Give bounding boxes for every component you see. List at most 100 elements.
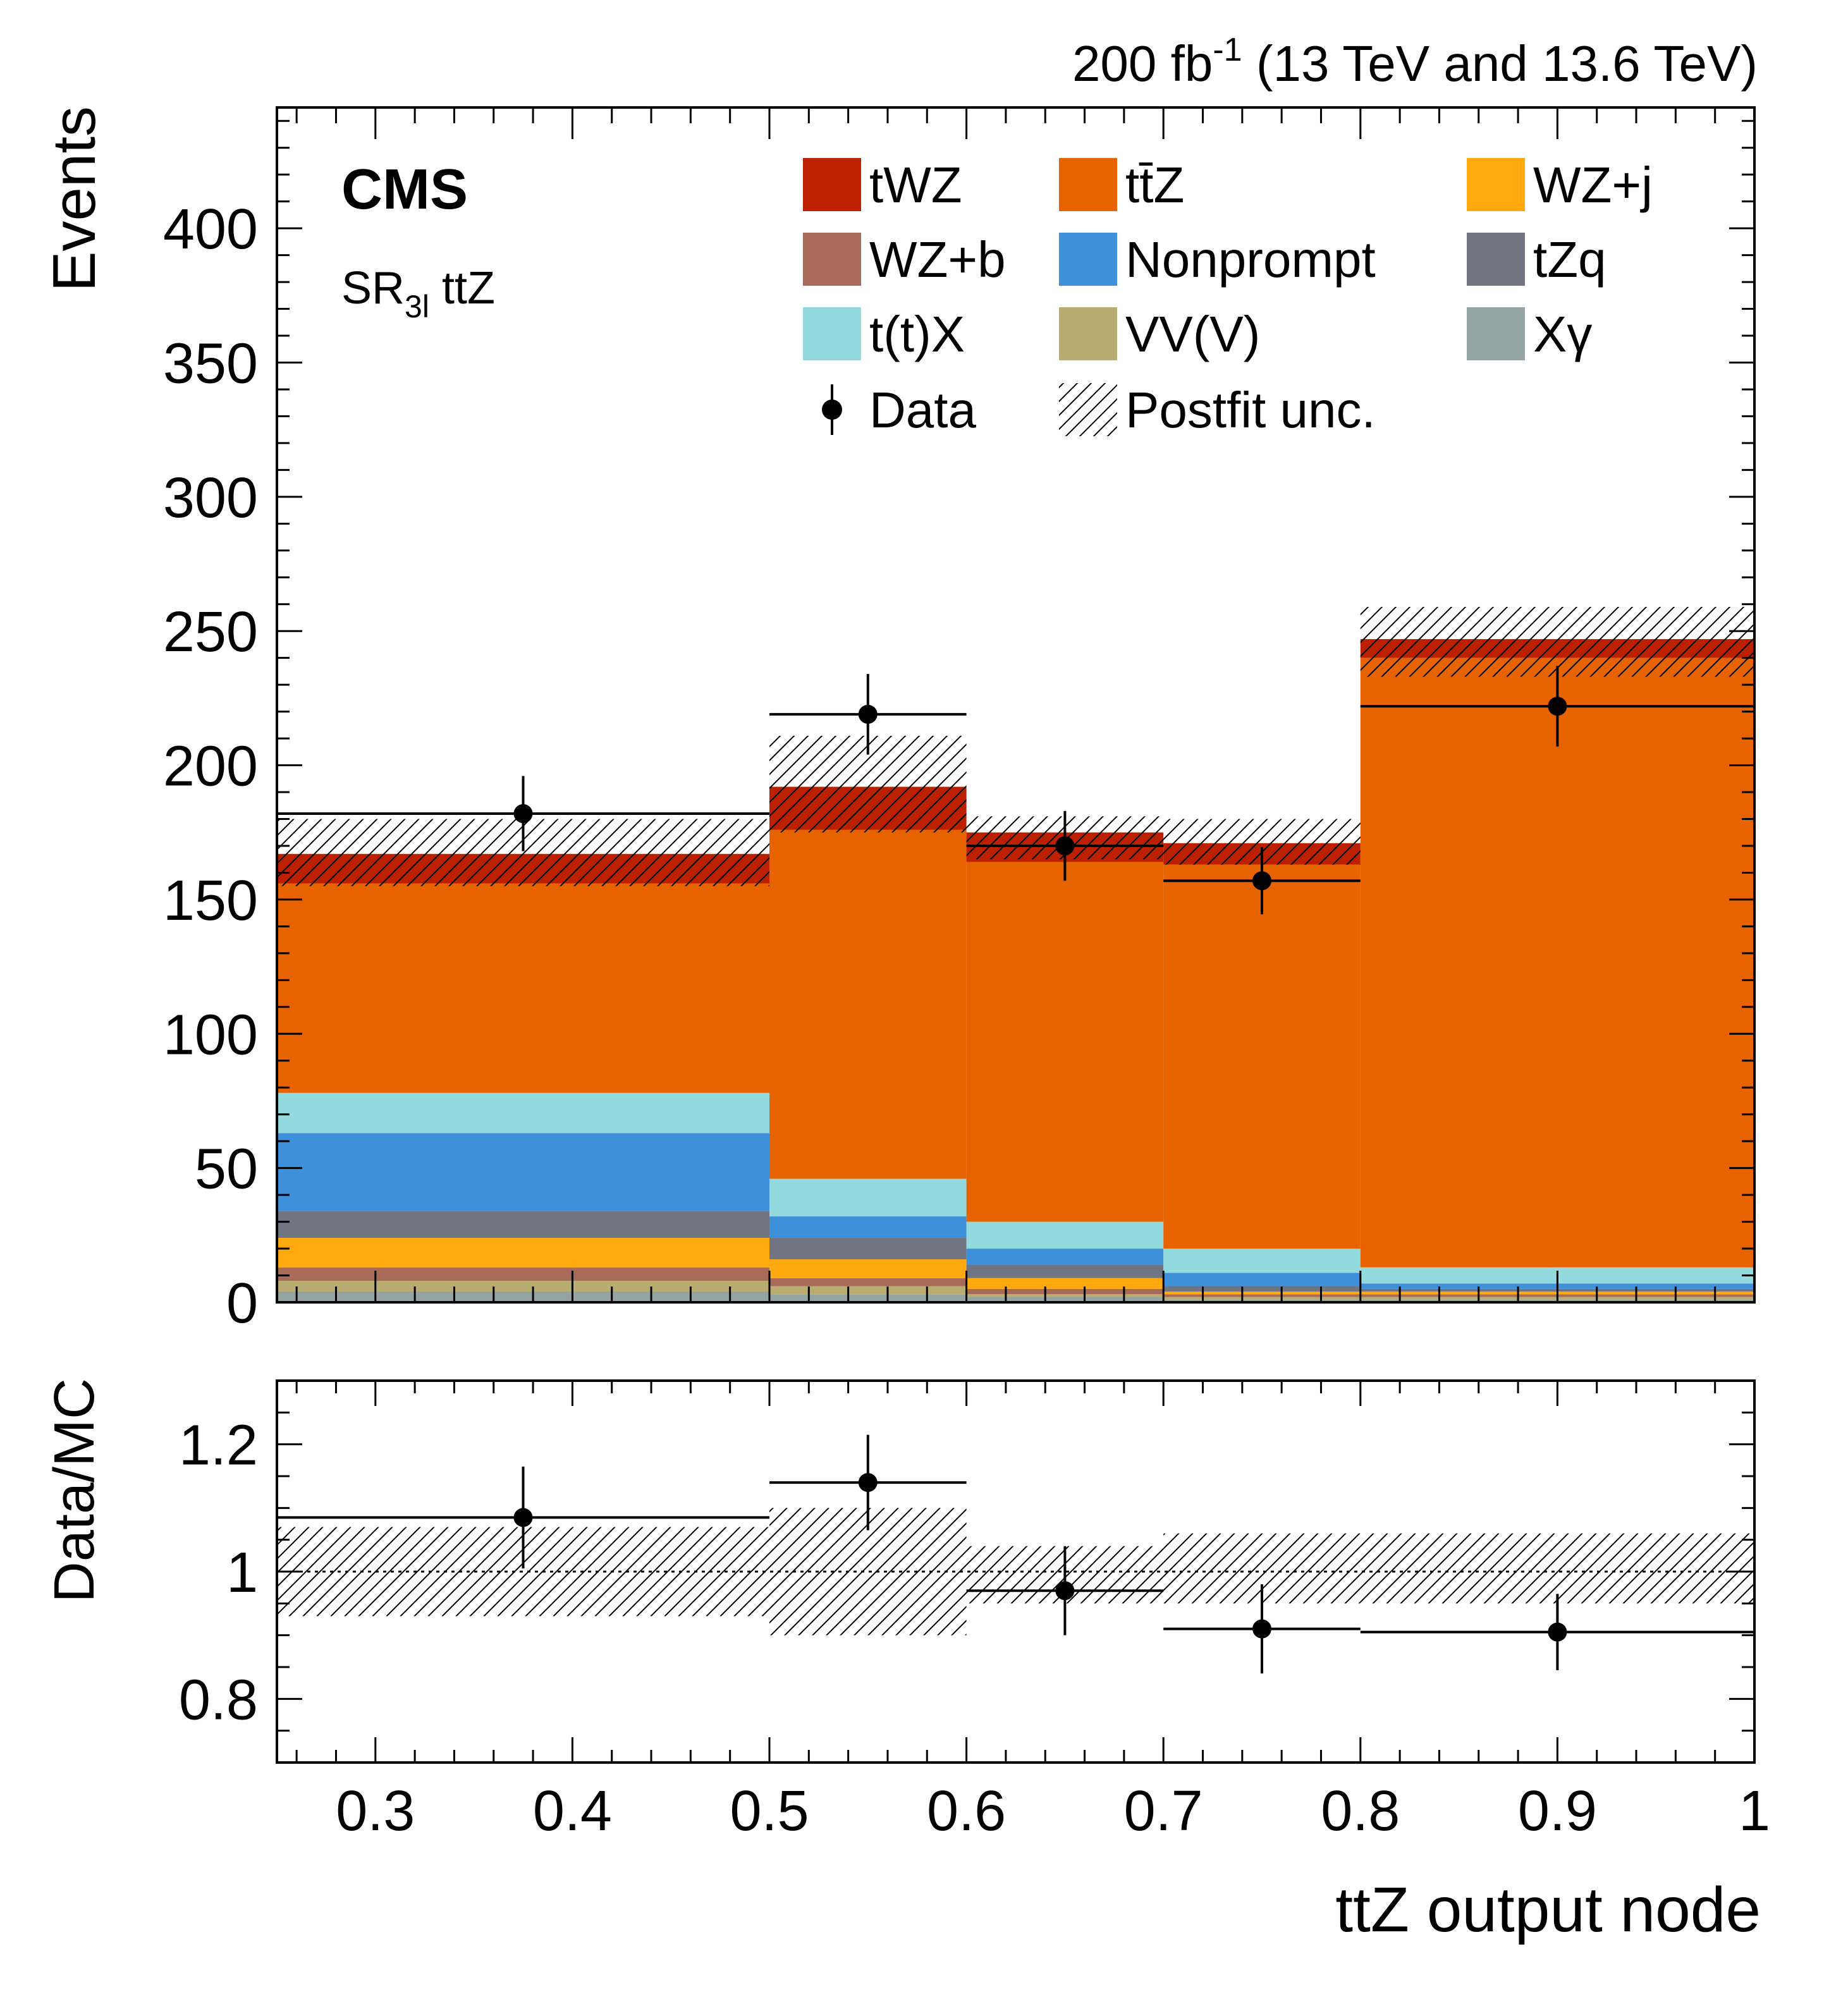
legend-swatch-ttx	[803, 307, 861, 360]
experiment-label: CMS	[341, 158, 468, 221]
ratio-ytick-label-0: 0.8	[179, 1668, 258, 1732]
bar-tzq-0	[277, 1211, 769, 1238]
data-point-3	[1252, 871, 1271, 891]
legend-swatch-hatch	[1059, 383, 1117, 436]
bar-vvv-0	[277, 1281, 769, 1292]
main-ytick-label-4: 200	[163, 735, 258, 798]
xtick-label-2: 0.5	[730, 1780, 809, 1843]
bar-nonprompt-3	[1163, 1273, 1361, 1286]
legend-label-vvv: VV(V)	[1125, 306, 1260, 362]
ratio-ticks	[277, 1381, 1756, 1763]
bar-ttz-4	[1360, 657, 1754, 1268]
legend-label-wzj: WZ+j	[1533, 157, 1653, 213]
ratio-plot-area	[277, 1434, 1754, 1674]
ratio-unc-band-4	[1360, 1533, 1754, 1604]
legend-label-ttx: t(t)X	[869, 306, 965, 362]
legend-label-postfitunc: Postfit unc.	[1125, 382, 1376, 438]
bar-nonprompt-0	[277, 1133, 769, 1211]
ratio-ytick-label-2: 1.2	[179, 1414, 258, 1477]
bar-vvv-1	[769, 1286, 967, 1295]
legend-swatch-nonprompt	[1059, 233, 1117, 286]
xtick-label-0: 0.3	[336, 1780, 415, 1843]
bar-wzj-2	[966, 1278, 1164, 1289]
bar-ttz-1	[769, 829, 967, 1179]
legend-label-wzb: WZ+b	[869, 231, 1006, 288]
bar-wzj-1	[769, 1259, 967, 1278]
xtick-label-3: 0.6	[927, 1780, 1006, 1843]
bar-ttx-2	[966, 1221, 1164, 1249]
bar-tzq-2	[966, 1264, 1164, 1278]
main-ytick-label-3: 150	[163, 869, 258, 932]
bar-wzb-2	[966, 1288, 1164, 1295]
legend-label-data: Data	[869, 382, 976, 438]
data-point-4	[1548, 697, 1567, 716]
main-ytick-label-6: 300	[163, 467, 258, 530]
xtick-label-7: 1	[1739, 1780, 1770, 1843]
ratio-ytick-labels: 0.8 1 1.2	[179, 1414, 258, 1732]
bar-nonprompt-2	[966, 1249, 1164, 1265]
main-ytick-label-1: 50	[195, 1138, 258, 1201]
main-ticks	[277, 107, 1756, 1304]
bar-wzb-0	[277, 1267, 769, 1281]
main-ytick-label-8: 400	[163, 198, 258, 261]
main-ylabel: Events	[40, 106, 108, 291]
bar-nonprompt-1	[769, 1216, 967, 1238]
main-ytick-label-5: 250	[163, 601, 258, 664]
legend-swatch-vvv	[1059, 307, 1117, 360]
ratio-ylabel: Data/MC	[43, 1378, 106, 1603]
xtick-label-6: 0.9	[1518, 1780, 1597, 1843]
legend-data-marker	[822, 400, 842, 420]
main-frame	[276, 106, 1756, 1304]
xtick-label-5: 0.8	[1321, 1780, 1400, 1843]
ratio-point-1	[858, 1473, 878, 1493]
legend-swatch-x	[1467, 307, 1525, 360]
data-point-2	[1055, 836, 1075, 855]
legend: tWZ tt̄Z WZ+j WZ+b Nonprompt tZq t(t)X VV(V) Xγ D…	[803, 157, 1653, 438]
bar-wzb-1	[769, 1278, 967, 1286]
bar-wzj-3	[1163, 1292, 1361, 1295]
xtick-labels: 0.3 0.4 0.5 0.6 0.7 0.8 0.9 1	[336, 1780, 1770, 1843]
ratio-point-3	[1252, 1619, 1271, 1639]
bar-ttz-3	[1163, 864, 1361, 1249]
region-label: SR3l ttZ	[341, 263, 495, 324]
bar-ttx-1	[769, 1178, 967, 1217]
xlabel: ttZ output node	[1335, 1874, 1761, 1945]
legend-swatch-wzj	[1467, 158, 1525, 211]
bar-tzq-3	[1163, 1286, 1361, 1292]
bar-wzj-0	[277, 1238, 769, 1268]
bar-vvv-2	[966, 1294, 1164, 1297]
data-point-0	[513, 804, 533, 824]
xtick-label-4: 0.7	[1124, 1780, 1203, 1843]
ratio-point-2	[1055, 1581, 1075, 1601]
legend-label-twz: tWZ	[869, 157, 962, 213]
main-panel: 0 50 100 150 200 250 300 350 400 CMS SR3l ttZ tW…	[40, 106, 1756, 1335]
postfit-unc-band-4	[1360, 606, 1754, 677]
ratio-point-0	[513, 1508, 533, 1527]
bar-ttx-0	[277, 1092, 769, 1133]
main-ytick-labels: 0 50 100 150 200 250 300 350 400	[163, 198, 258, 1335]
bar-vvv-3	[1163, 1297, 1361, 1300]
main-ytick-label-0: 0	[226, 1272, 258, 1335]
bar-ttz-0	[277, 883, 769, 1093]
lumi-label: 200 fb-1 (13 TeV and 13.6 TeV)	[1072, 32, 1758, 92]
main-ytick-label-7: 350	[163, 332, 258, 395]
ratio-ytick-label-1: 1	[226, 1541, 258, 1604]
legend-label-tzq: tZq	[1533, 231, 1606, 288]
xtick-label-1: 0.4	[533, 1780, 612, 1843]
legend-swatch-ttz	[1059, 158, 1117, 211]
legend-swatch-tzq	[1467, 233, 1525, 286]
bar-ttz-2	[966, 862, 1164, 1222]
ratio-point-4	[1548, 1622, 1567, 1642]
legend-label-ttz: tt̄Z	[1125, 157, 1184, 213]
data-point-1	[858, 704, 878, 724]
bar-x-2	[966, 1297, 1164, 1302]
main-ytick-label-2: 100	[163, 1003, 258, 1066]
bar-ttx-3	[1163, 1249, 1361, 1273]
main-plot-area	[277, 606, 1754, 1302]
bar-x-3	[1163, 1299, 1361, 1302]
legend-swatch-twz	[803, 158, 861, 211]
bar-x-0	[277, 1292, 769, 1302]
legend-label-nonprompt: Nonprompt	[1125, 231, 1376, 288]
legend-label-x: Xγ	[1533, 306, 1592, 362]
